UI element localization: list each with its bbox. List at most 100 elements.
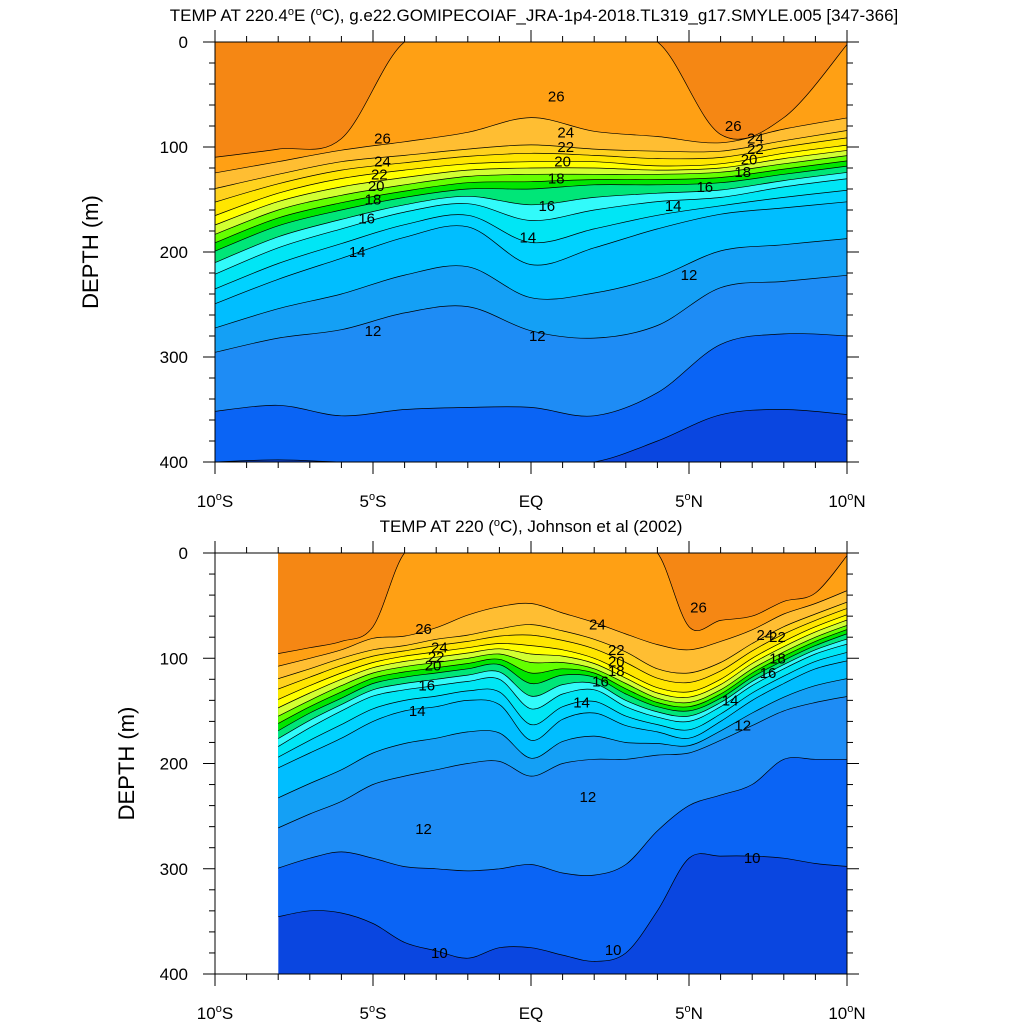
y-axis: 0 100 200 300 400 <box>160 33 859 472</box>
contour-line-19 <box>215 160 847 244</box>
contour-label: 22 <box>608 642 625 659</box>
x-tick-label: 5oS <box>360 491 387 511</box>
contour-line-10 <box>278 853 847 962</box>
contour-label: 20 <box>425 658 442 675</box>
contour-label: 14 <box>519 229 536 246</box>
chart-title: TEMP AT 220.4oE (oC), g.e22.GOMIPECOIAF_… <box>170 6 899 25</box>
contour-label: 22 <box>428 649 445 666</box>
y-tick-label: 200 <box>160 243 188 262</box>
y-tick-label: 400 <box>160 453 188 472</box>
contour-label: 26 <box>415 621 432 638</box>
contour-label: 26 <box>374 131 391 148</box>
contour-label: 22 <box>557 139 574 156</box>
x-tick-label: 10oS <box>197 491 233 511</box>
contour-line-17 <box>278 638 847 740</box>
contour-line-14 <box>215 201 847 305</box>
contour-label: 18 <box>769 650 786 667</box>
x-tick-label: 5oS <box>360 1003 387 1023</box>
contour-labels: 2626242220181614122422201816141226242220… <box>349 89 764 345</box>
contour-line-19 <box>278 629 847 724</box>
y-tick-label: 0 <box>179 544 188 563</box>
contour-label: 20 <box>554 154 571 171</box>
contour-label: 18 <box>608 663 625 680</box>
y-tick-label: 300 <box>160 860 188 879</box>
chart-title: TEMP AT 220 (oC), Johnson et al (2002) <box>380 517 683 536</box>
contour-line-22 <box>215 144 847 216</box>
contour-label: 18 <box>548 171 565 188</box>
contour-label: 16 <box>538 198 555 215</box>
contour-line-23 <box>215 137 847 203</box>
contour-line-14 <box>278 660 847 769</box>
contour-label: 24 <box>747 131 764 148</box>
panel-model: 2626242220181614122422201816141226242220… <box>78 6 898 511</box>
contour-label: 14 <box>349 244 366 261</box>
panel-observations: 2624222016141210242220181614121026242216… <box>114 517 866 1023</box>
contour-label: 12 <box>734 718 751 735</box>
contour-label: 16 <box>358 210 375 227</box>
contour-band-26 <box>278 553 847 654</box>
contour-label: 20 <box>368 178 385 195</box>
contour-line-11 <box>215 333 847 417</box>
contour-label: 24 <box>589 617 606 634</box>
contour-label: 16 <box>760 665 777 682</box>
contour-label: 18 <box>734 164 751 181</box>
contour-label: 26 <box>725 118 742 135</box>
y-tick-label: 300 <box>160 348 188 367</box>
contour-label: 20 <box>608 653 625 670</box>
contour-line-20 <box>278 624 847 717</box>
x-tick-label: 10oS <box>197 1003 233 1023</box>
contour-label: 10 <box>605 942 622 959</box>
contour-label: 14 <box>573 694 590 711</box>
contour-line-10 <box>215 409 847 462</box>
contour-label: 22 <box>747 141 764 158</box>
x-axis: 10oS 5oS EQ 5oN 10oN <box>197 30 866 511</box>
contour-line-12 <box>278 696 847 829</box>
contour-label: 10 <box>744 850 761 867</box>
contour-label: 12 <box>529 328 546 345</box>
y-tick-label: 400 <box>160 965 188 984</box>
contour-line-13 <box>215 238 847 329</box>
contour-label: 18 <box>365 192 382 209</box>
contour-label: 20 <box>741 152 758 169</box>
x-axis: 10oS 5oS EQ 5oN 10oN <box>197 541 866 1023</box>
contour-line-11 <box>278 757 847 876</box>
x-tick-label: 5oN <box>675 491 703 511</box>
contour-label: 16 <box>418 678 435 695</box>
contour-line-22 <box>278 614 847 700</box>
y-axis-label: DEPTH (m) <box>114 707 139 821</box>
contour-line-20 <box>215 155 847 235</box>
contour-label: 10 <box>431 945 448 962</box>
contour-label: 12 <box>415 821 432 838</box>
contour-line-23 <box>278 608 847 690</box>
contour-labels: 2624222016141210242220181614121026242216… <box>409 600 786 962</box>
contour-line-24 <box>215 130 847 189</box>
contour-line-26 <box>278 553 847 654</box>
y-tick-label: 200 <box>160 755 188 774</box>
contour-label: 12 <box>580 789 597 806</box>
contour-line-24 <box>278 601 847 680</box>
x-tick-label: 10oN <box>828 491 865 511</box>
contour-label: 24 <box>557 124 574 141</box>
contour-label: 24 <box>374 154 391 171</box>
contour-line-21 <box>278 619 847 709</box>
contour-line-25 <box>278 590 847 667</box>
contour-label: 24 <box>431 640 448 657</box>
contour-label: 26 <box>548 89 565 106</box>
contour-lines <box>278 553 847 962</box>
x-tick-label: EQ <box>519 1004 544 1023</box>
contour-line-16 <box>215 178 847 275</box>
y-tick-label: 100 <box>160 649 188 668</box>
contour-fills <box>215 42 847 462</box>
contour-line-18 <box>215 165 847 252</box>
contour-line-12 <box>215 274 847 353</box>
x-tick-label: EQ <box>519 492 544 511</box>
contour-label: 16 <box>592 673 609 690</box>
x-tick-label: 5oN <box>675 1003 703 1023</box>
contour-label: 22 <box>769 629 786 646</box>
contour-line-21 <box>215 150 847 226</box>
y-tick-label: 100 <box>160 138 188 157</box>
y-axis-label: DEPTH (m) <box>78 195 103 309</box>
contour-fills <box>278 553 847 974</box>
